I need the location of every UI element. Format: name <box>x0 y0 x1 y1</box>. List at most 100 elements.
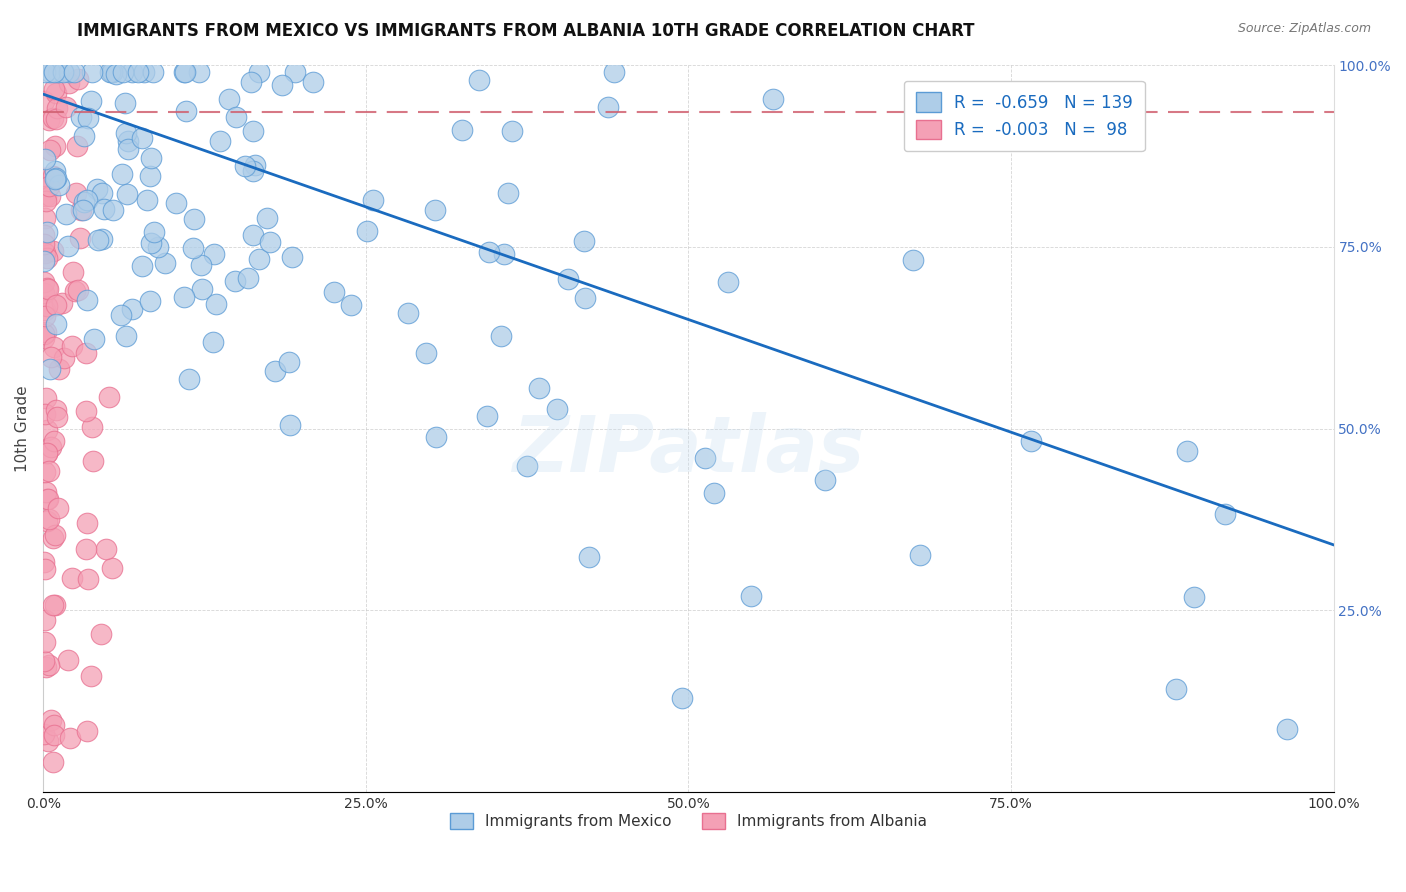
Point <box>34 727 56 741</box>
Point <box>38 658 60 673</box>
Point <box>908 549 931 563</box>
Point <box>35 189 58 203</box>
Point <box>46 501 69 516</box>
Point <box>82 65 104 79</box>
Point <box>121 65 143 79</box>
Point <box>117 135 139 149</box>
Point <box>301 75 323 89</box>
Point <box>903 253 925 268</box>
Point <box>111 65 134 79</box>
Point <box>603 65 626 79</box>
Point <box>415 345 437 359</box>
Point <box>42 244 65 258</box>
Point <box>1019 434 1042 449</box>
Point <box>100 65 122 79</box>
Point <box>233 159 256 173</box>
Point <box>264 364 287 378</box>
Point <box>188 65 211 79</box>
Point <box>183 212 205 227</box>
Point <box>80 669 103 683</box>
Point <box>247 252 270 266</box>
Point <box>1275 722 1298 736</box>
Point <box>34 326 56 341</box>
Point <box>190 258 212 272</box>
Point <box>34 303 56 318</box>
Point <box>451 122 474 136</box>
Point <box>69 231 91 245</box>
Point <box>37 492 59 507</box>
Point <box>131 131 153 145</box>
Point <box>42 718 65 732</box>
Point <box>58 65 80 79</box>
Point <box>202 247 225 261</box>
Text: ZIPatlas: ZIPatlas <box>512 412 865 488</box>
Point <box>76 572 98 586</box>
Point <box>34 275 56 289</box>
Point <box>516 458 538 473</box>
Point <box>55 100 77 114</box>
Point <box>115 328 138 343</box>
Point <box>496 186 519 200</box>
Point <box>121 301 143 316</box>
Point <box>69 110 91 124</box>
Point <box>37 734 59 748</box>
Point <box>62 264 84 278</box>
Point <box>70 203 93 218</box>
Point <box>142 65 165 79</box>
Point <box>143 225 166 239</box>
Point <box>93 202 115 217</box>
Point <box>45 86 67 100</box>
Point <box>34 325 56 339</box>
Point <box>39 65 62 79</box>
Point <box>339 298 361 312</box>
Point <box>425 430 447 444</box>
Point <box>98 390 121 404</box>
Point <box>60 571 83 585</box>
Point <box>42 755 65 769</box>
Point <box>278 418 301 433</box>
Point <box>34 330 56 344</box>
Point <box>44 172 66 186</box>
Point <box>45 101 67 115</box>
Text: Source: ZipAtlas.com: Source: ZipAtlas.com <box>1237 22 1371 36</box>
Text: IMMIGRANTS FROM MEXICO VS IMMIGRANTS FROM ALBANIA 10TH GRADE CORRELATION CHART: IMMIGRANTS FROM MEXICO VS IMMIGRANTS FRO… <box>77 22 974 40</box>
Point <box>94 541 117 556</box>
Point <box>693 450 716 465</box>
Point <box>256 211 278 225</box>
Point <box>34 153 56 167</box>
Point <box>477 409 499 424</box>
Point <box>38 361 60 376</box>
Point <box>1164 681 1187 696</box>
Point <box>396 306 419 320</box>
Point <box>146 240 169 254</box>
Point <box>86 182 108 196</box>
Point <box>218 92 240 106</box>
Point <box>80 94 103 108</box>
Point <box>277 354 299 368</box>
Point <box>76 193 98 207</box>
Point <box>75 541 97 556</box>
Point <box>236 270 259 285</box>
Point <box>42 598 65 612</box>
Point <box>501 124 523 138</box>
Point <box>90 186 112 201</box>
Point <box>139 294 162 309</box>
Point <box>72 203 94 218</box>
Point <box>34 65 56 79</box>
Point <box>202 334 225 349</box>
Point <box>34 407 56 421</box>
Point <box>76 516 98 530</box>
Point <box>762 92 785 106</box>
Point <box>44 112 66 126</box>
Point <box>323 285 346 299</box>
Point <box>42 81 65 95</box>
Point <box>75 404 97 418</box>
Point <box>247 65 270 79</box>
Point <box>38 511 60 525</box>
Point <box>37 282 59 296</box>
Point <box>153 255 176 269</box>
Point <box>82 454 104 468</box>
Point <box>73 129 96 144</box>
Point <box>34 227 56 242</box>
Point <box>34 634 56 648</box>
